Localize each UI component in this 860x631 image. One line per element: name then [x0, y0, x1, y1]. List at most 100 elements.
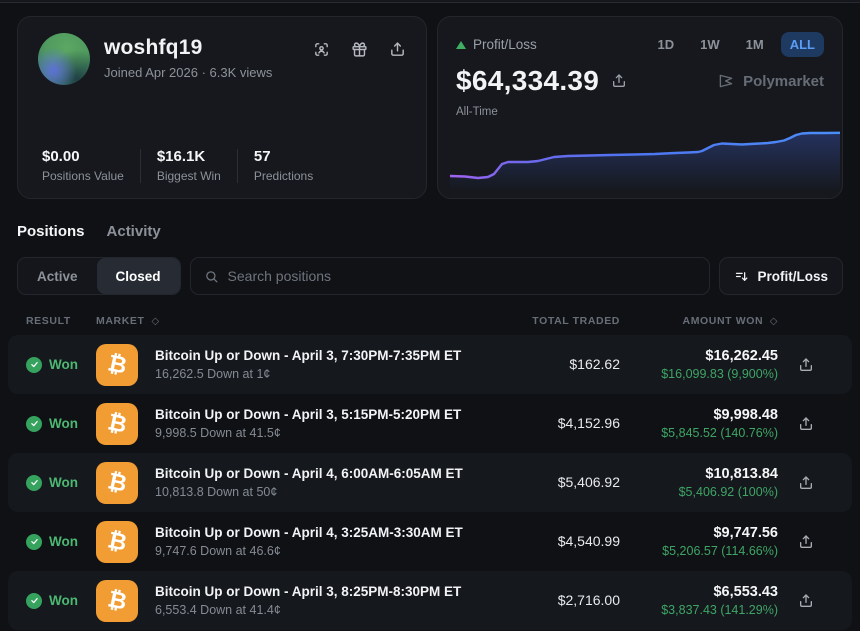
- search-input[interactable]: [227, 268, 697, 284]
- result-label: Won: [49, 593, 78, 608]
- username: woshfq19: [104, 36, 203, 59]
- positions-table-body: Won ₿ Bitcoin Up or Down - April 3, 7:30…: [0, 335, 860, 630]
- pnl-title: Profit/Loss: [473, 37, 537, 52]
- bitcoin-icon: ₿: [96, 343, 138, 386]
- result-label: Won: [49, 475, 78, 490]
- amount-won-value: $9,998.48: [713, 407, 778, 423]
- header-total-traded[interactable]: TOTAL TRADED: [532, 315, 620, 327]
- check-circle-icon: [26, 356, 42, 373]
- bitcoin-icon: ₿: [96, 520, 138, 563]
- total-traded-value: $162.62: [569, 355, 620, 372]
- profit-value: $3,837.43 (141.29%): [661, 603, 778, 617]
- result-badge: Won: [26, 356, 96, 373]
- stat-divider: [236, 148, 238, 183]
- profit-value: $16,099.83 (9,900%): [661, 367, 778, 381]
- positions-table-header: RESULT MARKET ◇ TOTAL TRADED AMOUNT WON …: [0, 315, 860, 327]
- share-icon[interactable]: [798, 357, 814, 373]
- range-1d[interactable]: 1D: [657, 37, 675, 52]
- check-circle-icon: [26, 533, 42, 550]
- result-badge: Won: [26, 592, 96, 609]
- polymarket-brand: Polymarket: [717, 72, 824, 90]
- position-row[interactable]: Won ₿ Bitcoin Up or Down - April 3, 7:30…: [8, 335, 852, 394]
- header-result[interactable]: RESULT: [26, 315, 71, 327]
- amount-won-value: $10,813.84: [705, 466, 778, 482]
- result-badge: Won: [26, 533, 96, 550]
- toggle-closed[interactable]: Closed: [96, 258, 180, 294]
- check-circle-icon: [26, 474, 42, 491]
- position-detail: 10,813.8 Down at 50¢: [155, 485, 278, 499]
- profile-card: woshfq19 Joined Apr 2026 · 6.3K views: [17, 16, 427, 199]
- total-traded-value: $4,152.96: [557, 414, 620, 431]
- share-icon[interactable]: [798, 534, 814, 550]
- share-icon[interactable]: [798, 593, 814, 609]
- position-row[interactable]: Won ₿ Bitcoin Up or Down - April 3, 8:25…: [8, 571, 852, 630]
- profit-value: $5,406.92 (100%): [678, 485, 778, 499]
- toggle-active[interactable]: Active: [37, 268, 78, 284]
- search-box: [189, 257, 711, 295]
- sort-diamond-icon: ◇: [769, 316, 778, 327]
- check-circle-icon: [26, 592, 42, 609]
- header-amount-won[interactable]: AMOUNT WON ◇: [682, 315, 778, 327]
- profit-loss-sort-button[interactable]: Profit/Loss: [719, 257, 843, 295]
- result-badge: Won: [26, 415, 96, 432]
- market-title: Bitcoin Up or Down - April 4, 3:25AM-3:3…: [155, 525, 463, 540]
- range-selector: 1D 1W 1M ALL: [649, 32, 824, 57]
- tab-positions[interactable]: Positions: [17, 223, 85, 240]
- gift-icon[interactable]: [351, 41, 368, 58]
- share-icon[interactable]: [798, 475, 814, 491]
- profit-up-triangle-icon: [456, 40, 466, 49]
- sort-descending-icon: [736, 271, 748, 281]
- profit-value: $5,845.52 (140.76%): [661, 426, 778, 440]
- amount-won-value: $6,553.43: [713, 584, 778, 600]
- range-1m[interactable]: 1M: [745, 37, 764, 52]
- check-circle-icon: [26, 415, 42, 432]
- share-icon[interactable]: [389, 41, 406, 58]
- stat-predictions: 57 Predictions: [253, 148, 314, 183]
- tab-activity[interactable]: Activity: [106, 223, 161, 240]
- share-icon[interactable]: [611, 73, 627, 89]
- profile-meta: Joined Apr 2026 · 6.3K views: [104, 65, 273, 80]
- share-icon[interactable]: [798, 416, 814, 432]
- position-detail: 16,262.5 Down at 1¢: [155, 367, 271, 381]
- result-label: Won: [49, 357, 78, 372]
- position-row[interactable]: Won ₿ Bitcoin Up or Down - April 3, 5:15…: [8, 394, 852, 453]
- pnl-card: Profit/Loss 1D 1W 1M ALL $64,334.39 Polymar…: [437, 16, 843, 199]
- bitcoin-icon: ₿: [96, 461, 138, 504]
- total-traded-value: $4,540.99: [557, 532, 620, 549]
- profile-stats: $0.00 Positions Value $16.1K Biggest Win…: [42, 148, 313, 183]
- result-badge: Won: [26, 474, 96, 491]
- position-detail: 6,553.4 Down at 41.4¢: [155, 603, 281, 617]
- position-row[interactable]: Won ₿ Bitcoin Up or Down - April 4, 3:25…: [8, 512, 852, 571]
- scan-person-icon[interactable]: [313, 41, 330, 58]
- header-market[interactable]: MARKET ◇: [96, 315, 160, 327]
- pnl-chart: [450, 131, 840, 192]
- result-label: Won: [49, 416, 78, 431]
- range-all[interactable]: ALL: [780, 32, 824, 57]
- total-traded-value: $2,716.00: [557, 591, 620, 608]
- bitcoin-icon: ₿: [96, 579, 138, 622]
- position-row[interactable]: Won ₿ Bitcoin Up or Down - April 4, 6:00…: [8, 453, 852, 512]
- pnl-value: $64,334.39: [456, 65, 600, 96]
- stat-divider: [139, 148, 141, 183]
- amount-won-value: $16,262.45: [705, 348, 778, 364]
- stat-positions-value: $0.00 Positions Value: [42, 148, 124, 183]
- pnl-period-label: All-Time: [456, 106, 498, 118]
- bitcoin-icon: ₿: [96, 402, 138, 445]
- position-detail: 9,998.5 Down at 41.5¢: [155, 426, 281, 440]
- range-1w[interactable]: 1W: [700, 37, 720, 52]
- market-title: Bitcoin Up or Down - April 3, 7:30PM-7:3…: [155, 348, 462, 363]
- market-title: Bitcoin Up or Down - April 3, 8:25PM-8:3…: [155, 584, 462, 599]
- profit-value: $5,206.57 (114.66%): [662, 544, 778, 558]
- amount-won-value: $9,747.56: [713, 525, 778, 541]
- position-detail: 9,747.6 Down at 46.6¢: [155, 544, 281, 558]
- search-icon: [205, 270, 217, 282]
- profile-header-section: woshfq19 Joined Apr 2026 · 6.3K views: [0, 3, 860, 199]
- result-label: Won: [49, 534, 78, 549]
- market-title: Bitcoin Up or Down - April 4, 6:00AM-6:0…: [155, 466, 463, 481]
- polymarket-logo-icon: [719, 74, 733, 88]
- stat-biggest-win: $16.1K Biggest Win: [156, 148, 221, 183]
- market-title: Bitcoin Up or Down - April 3, 5:15PM-5:2…: [155, 407, 462, 422]
- active-closed-toggle: Active Closed: [17, 257, 181, 295]
- avatar: [38, 33, 90, 85]
- positions-filter-bar: Active Closed Profit/Loss: [0, 257, 860, 295]
